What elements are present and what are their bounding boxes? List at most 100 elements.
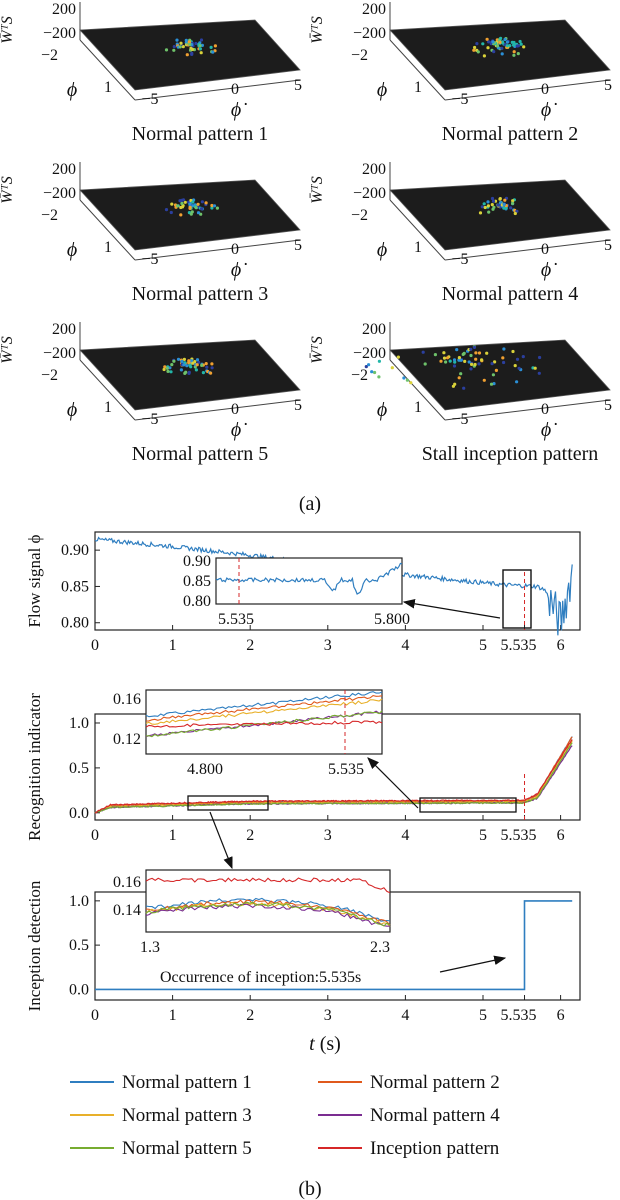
surface-point [487,40,491,44]
inception-annotation: Occurrence of inception:5.535s [160,969,361,986]
x-axis-label: t (s) [309,1033,341,1055]
zoom-arrow [402,599,501,619]
surface-point [364,365,368,369]
surface-point [201,371,205,375]
surface-point [181,45,185,49]
inset-line-2 [145,695,383,722]
dphi-tick-label: −5 [451,251,468,268]
surface-point [190,52,194,57]
surface-point [485,351,489,355]
surface-point [215,206,219,210]
inset-x-tick-label: 1.3 [140,939,160,956]
surface-point [477,351,482,355]
inset-y-tick-label: 0.14 [113,902,141,919]
phi-tick-label: −2 [41,367,58,384]
surface-point [423,362,427,366]
recognition-inset: 0.16 0.12 4.800 5.535 [113,689,383,778]
surface-point [480,205,484,209]
panel-caption: Normal pattern 3 [132,283,269,305]
plot-frame [94,531,581,631]
surface-plane [79,339,301,411]
surface-point [402,376,406,380]
surface-point [175,38,179,42]
dphi-tick-label: 5 [294,77,302,94]
surface-point [477,362,481,366]
surface-point [457,376,461,380]
y-axis-label: Flow signal ϕ [25,534,44,627]
phi-axis-line [79,359,136,421]
x-tick-label: 3 [324,1007,332,1024]
x-tick-label: 6 [557,827,565,844]
surface-point [457,356,461,360]
dphi-axis-line [444,79,611,101]
dphi-axis-line [134,79,301,101]
z-axis-label: W̄ᵀS [0,176,16,204]
surface-point [204,362,208,366]
y-tick-label: 0.5 [69,937,89,954]
surface-point [193,360,197,364]
surface-point [513,211,517,216]
surface-point [482,54,486,58]
surface-plane [389,179,611,251]
surface-point [469,353,473,358]
inset-y-tick-label: 0.12 [113,731,141,748]
z-tick-label: 200 [362,161,386,178]
dphi-tick-label: −5 [451,411,468,428]
surface-panel-4: 200 −200 W̄ᵀS −2 1 ϕ −5 0 5 ϕ̇Normal pattern 4 [309,161,612,305]
flow-inset: 0.90 0.85 0.80 5.535 5.800 [183,553,410,628]
surface-point [194,41,198,46]
y-tick-label: 0.0 [69,805,89,822]
phi-axis-line [389,359,446,421]
surface-point [487,210,491,214]
surface-panel-2: 200 −200 W̄ᵀS −2 1 ϕ −5 0 5 ϕ̇Normal pattern 2 [309,1,612,145]
surface-point [467,360,471,364]
dphi-tick-label: 0 [231,401,239,418]
surface-point [489,382,494,386]
surface-point [473,45,477,50]
z-tick-label: 200 [52,321,76,338]
surface-point [537,371,541,375]
surface-point [370,370,374,374]
surface-point [501,356,505,360]
surface-point [512,50,516,54]
surface-point [169,210,173,215]
surface-point [179,205,183,210]
phi-tick-label: 1 [104,79,112,96]
inset-line-6 [145,877,391,894]
surface-point [462,386,466,390]
surface-point [483,205,487,210]
surface-point [188,206,192,210]
z-tick-label: −200 [43,25,76,42]
surface-point [504,206,508,210]
phi-axis-label: ϕ [377,79,387,101]
surface-point [199,38,204,42]
surface-panel-1: 200 −200 W̄ᵀS −2 1 ϕ −5 0 5 ϕ̇Normal pattern 1 [0,1,302,145]
z-tick-label: 200 [52,1,76,18]
surface-panel-6: 200 −200 W̄ᵀS −2 1 ϕ −5 0 5 ϕ̇Stall inception pat… [309,321,612,465]
z-tick-label: 200 [362,321,386,338]
surface-point [164,208,169,212]
dphi-tick-label: 0 [231,81,239,98]
phi-axis-line [79,199,136,261]
surface-point [500,46,504,51]
surface-panel-5: 200 −200 W̄ᵀS −2 1 ϕ −5 0 5 ϕ̇Normal pattern 5 [0,321,302,465]
phi-tick-label: 1 [414,79,422,96]
dphi-axis-line [134,239,301,261]
inset-line-5 [145,710,383,738]
surface-point [494,368,498,372]
y-axis-label: Recognition indicator [25,693,44,841]
surface-point [490,196,495,201]
phi-tick-label: −2 [41,47,58,64]
surface-point [499,36,503,40]
z-tick-label: −200 [353,25,386,42]
panel-caption: Normal pattern 5 [132,443,269,465]
surface-panel-3: 200 −200 W̄ᵀS −2 1 ϕ −5 0 5 ϕ̇Normal pattern 3 [0,161,302,305]
panel-caption: Stall inception pattern [422,443,599,465]
phi-tick-label: −2 [351,367,368,384]
surface-point [439,359,443,363]
surface-point [492,50,496,54]
x-tick-label: 3 [324,827,332,844]
x-tick-label: 4 [401,637,409,654]
x-tick-label: 2 [246,1007,254,1024]
